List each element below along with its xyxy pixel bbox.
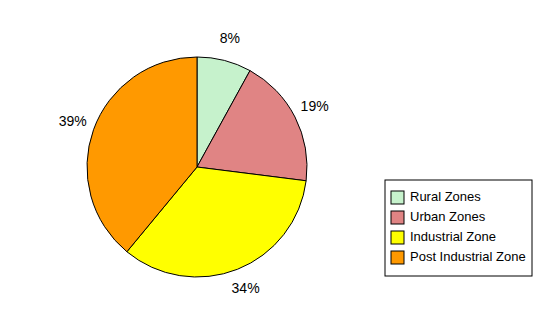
chart-svg: 8% 19% 34% 39% Rural Zones Urban Zones Industr… [0, 0, 545, 335]
legend-label: Post Industrial Zone [410, 249, 526, 264]
legend-swatch [391, 231, 404, 244]
legend-item: Rural Zones [391, 189, 481, 204]
pie-slice [87, 57, 197, 252]
data-label: 8% [220, 30, 240, 46]
data-label: 34% [232, 280, 260, 296]
legend-item: Urban Zones [391, 209, 486, 224]
legend-label: Industrial Zone [410, 229, 496, 244]
data-label: 39% [59, 113, 87, 129]
pie-slice [197, 71, 307, 181]
data-labels: 8% 19% 34% 39% [59, 30, 329, 297]
pie [87, 57, 307, 277]
legend-swatch [391, 191, 404, 204]
legend-swatch [391, 251, 404, 264]
legend-label: Urban Zones [410, 209, 486, 224]
legend-item: Industrial Zone [391, 229, 496, 244]
legend: Rural Zones Urban Zones Industrial Zone Pos… [385, 180, 532, 276]
legend-swatch [391, 211, 404, 224]
data-label: 19% [301, 98, 329, 114]
chart-container: 8% 19% 34% 39% Rural Zones Urban Zones Industr… [0, 0, 545, 335]
legend-frame [385, 180, 532, 276]
legend-item: Post Industrial Zone [391, 249, 526, 264]
legend-label: Rural Zones [410, 189, 481, 204]
